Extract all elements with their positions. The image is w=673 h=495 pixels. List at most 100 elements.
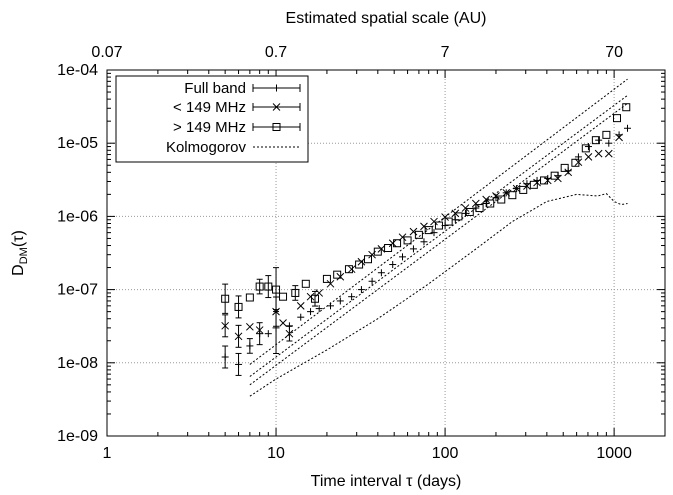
y-axis-label-suffix: (τ): [10, 230, 27, 247]
plus-marker: [409, 245, 417, 253]
plus-marker: [348, 293, 356, 301]
square-marker: [550, 171, 559, 180]
y-tick-label: 1e-07: [57, 282, 98, 299]
marker-stroke: [482, 195, 491, 204]
marker-stroke: [615, 133, 623, 142]
square-marker: [414, 230, 423, 239]
cross-marker: [296, 301, 305, 310]
plus-marker: [430, 229, 438, 237]
cross-marker: [272, 103, 281, 111]
y-tick-label: 1e-08: [57, 355, 98, 372]
plus-marker: [482, 200, 490, 208]
marker-stroke: [357, 257, 366, 266]
plus-marker: [221, 353, 229, 361]
marker-stroke: [296, 301, 305, 310]
legend: Full band < 149 MHz > 149 MHz Kolmogorov: [115, 75, 309, 163]
legend-label-full-band: Full band: [184, 80, 246, 97]
square-marker: [612, 114, 621, 123]
cross-marker: [471, 199, 480, 208]
plus-marker: [297, 313, 305, 321]
cross-marker: [347, 265, 356, 274]
plus-marker: [389, 261, 397, 269]
cross-marker: [306, 292, 315, 301]
square-marker: [272, 285, 281, 294]
square-marker: [301, 279, 310, 288]
top-tick-label: 70: [605, 44, 623, 61]
square-marker: [519, 185, 528, 194]
marker-stroke: [584, 153, 593, 161]
y-tick-label: 1e-06: [57, 208, 98, 225]
cross-marker: [492, 192, 500, 200]
square-marker: [486, 199, 495, 208]
marker-stroke: [388, 239, 397, 248]
cross-marker: [512, 184, 521, 193]
cross-marker: [441, 213, 449, 221]
plus-marker: [461, 209, 469, 217]
square-marker: [581, 144, 590, 153]
plus-marker: [377, 269, 385, 277]
legend-label-below-149: < 149 MHz: [173, 99, 246, 116]
marker-stroke: [492, 192, 500, 200]
square-marker: [475, 204, 484, 213]
cross-marker: [594, 149, 603, 158]
marker-stroke: [441, 213, 449, 221]
plus-marker: [357, 286, 365, 294]
plus-marker: [327, 302, 335, 310]
marker-stroke: [409, 227, 418, 236]
square-marker: [393, 239, 402, 248]
square-marker: [234, 302, 243, 311]
legend-samples: [252, 84, 301, 148]
square-marker: [221, 294, 230, 303]
square-marker: [622, 103, 631, 112]
square-marker: [310, 294, 319, 303]
cross-marker: [420, 222, 428, 231]
marker-stroke: [347, 265, 356, 274]
marker-stroke: [512, 184, 521, 193]
square-marker: [344, 265, 353, 274]
plus-marker: [399, 253, 407, 261]
plus-marker: [264, 330, 272, 338]
square-marker: [444, 217, 453, 226]
y-tick-label: 1e-09: [57, 428, 98, 445]
x-tick-label: 10: [267, 445, 285, 462]
x-axis-label: Time interval τ (days): [311, 473, 462, 490]
plus-marker: [235, 360, 243, 368]
plus-marker: [584, 143, 592, 151]
plus-marker: [623, 124, 631, 132]
square-marker: [355, 260, 364, 269]
square-marker: [373, 247, 382, 256]
square-marker: [602, 130, 611, 139]
kolmogorov-curve: [249, 193, 628, 397]
cross-marker: [482, 195, 491, 204]
cross-marker: [430, 217, 438, 226]
square-marker: [333, 270, 342, 279]
top-tick-label: 7: [441, 44, 450, 61]
marker-stroke: [604, 149, 613, 158]
y-axis-label: DDM(τ): [10, 230, 30, 276]
cross-marker: [461, 204, 470, 212]
square-marker: [591, 136, 600, 145]
marker-stroke: [279, 319, 287, 327]
plus-marker: [368, 277, 376, 285]
cross-marker: [564, 168, 573, 177]
marker-stroke: [306, 292, 315, 301]
series-above-149: [221, 103, 631, 319]
cross-marker: [388, 239, 397, 248]
y-tick-label: 1e-05: [57, 135, 98, 152]
square-marker: [255, 282, 264, 291]
square-marker: [322, 274, 331, 283]
marker-stroke: [326, 279, 335, 288]
kolmogorov-line: [249, 94, 628, 377]
square-marker: [291, 288, 300, 297]
square-marker: [454, 212, 463, 221]
marker-stroke: [285, 329, 294, 338]
top-tick-label: 0.07: [91, 44, 122, 61]
cross-marker: [615, 133, 623, 142]
cross-marker: [279, 319, 287, 327]
top-tick-label: 0.7: [265, 44, 287, 61]
cross-marker: [326, 279, 335, 288]
square-marker: [384, 244, 393, 253]
plus-marker: [315, 305, 323, 313]
marker-stroke: [461, 204, 470, 212]
